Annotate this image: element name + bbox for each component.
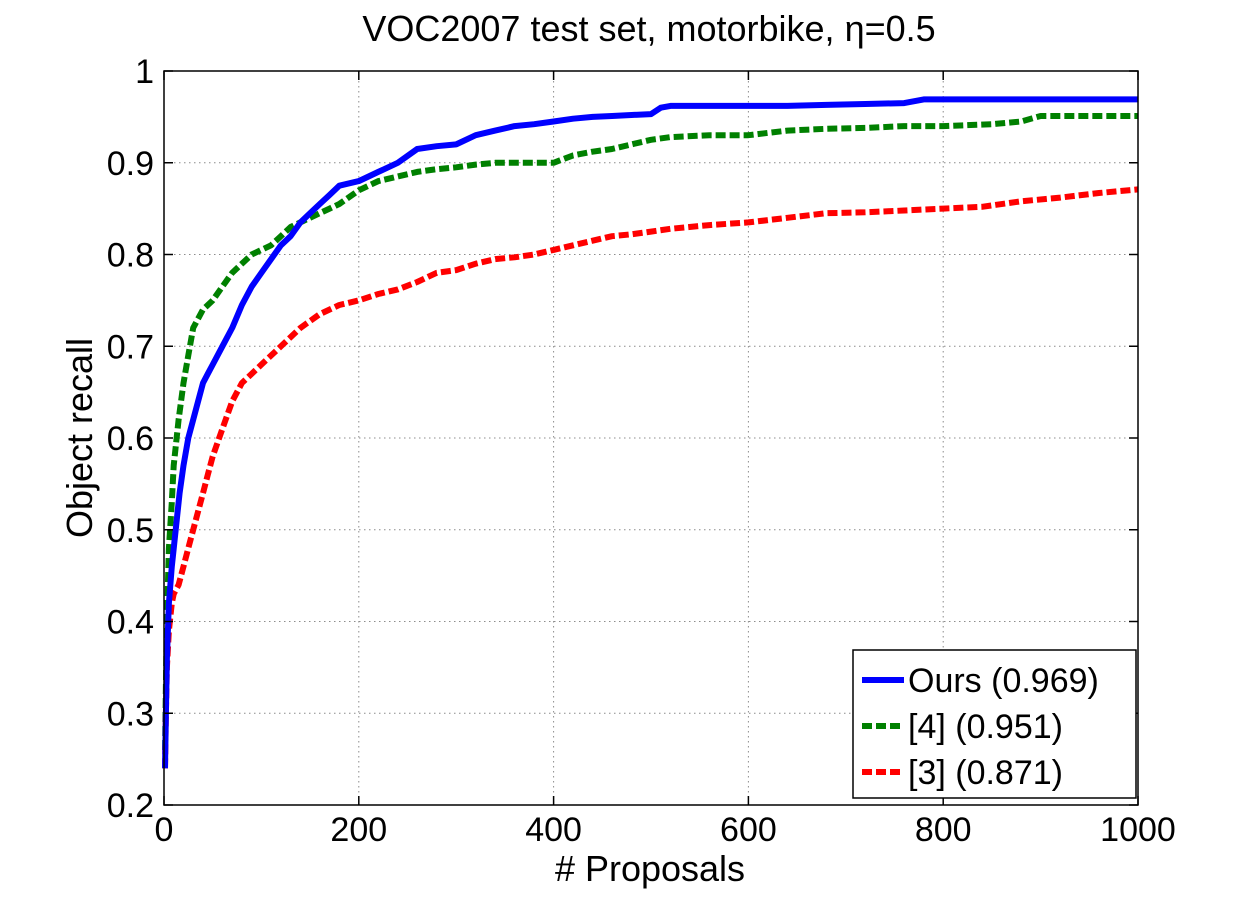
axis-ticks: 0 200 400 600 800 1000 0.2 0.3 0.4 0.5 0.6 0.7 0.8 0.… [107,53,1176,849]
y-tick-label: 0.4 [107,604,154,642]
y-tick-label: 0.9 [107,145,154,183]
y-tick-label: 0.7 [107,328,154,366]
legend-box [852,649,1137,799]
y-tick-label: 0.2 [107,787,154,825]
series-line-ours [162,96,1138,769]
x-tick-label: 400 [525,811,582,849]
y-tick-label: 0.3 [107,695,154,733]
series-line-ref4 [162,113,1138,751]
series-line-ref3 [162,186,1139,769]
x-tick-label: 600 [720,811,777,849]
legend-label-ref4: [4] (0.951) [908,708,1063,746]
y-tick-label: 0.5 [107,512,154,550]
legend-label-ours: Ours (0.969) [908,662,1099,700]
x-axis-label: # Proposals [555,848,745,889]
y-tick-label: 0.6 [107,420,154,458]
x-tick-label: 0 [155,811,174,849]
chart-title: VOC2007 test set, motorbike, η=0.5 [362,8,935,49]
x-tick-label: 1000 [1100,811,1176,849]
x-tick-label: 200 [330,811,387,849]
y-tick-label: 0.8 [107,237,154,275]
legend: Ours (0.969) [4] (0.951) [3] (0.871) [852,649,1137,799]
x-tick-label: 800 [915,811,972,849]
series-lines [162,96,1139,769]
y-tick-label: 1 [135,53,154,91]
legend-label-ref3: [3] (0.871) [908,754,1063,792]
y-axis-label: Object recall [59,338,100,538]
